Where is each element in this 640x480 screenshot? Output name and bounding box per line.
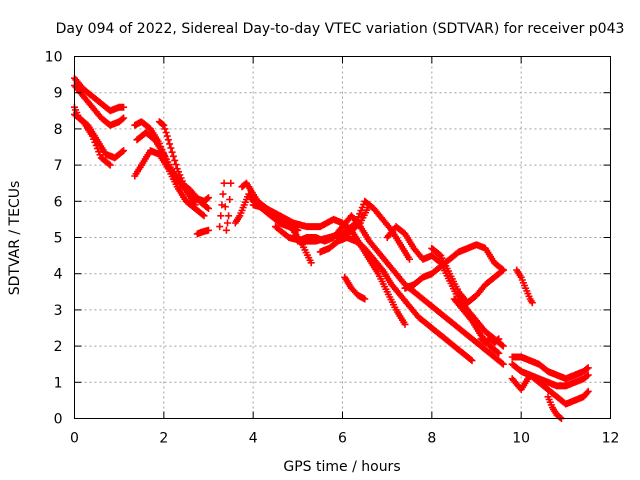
y-tick-label: 9: [54, 86, 63, 102]
series-arc17: [339, 226, 409, 328]
y-tick-label: 2: [54, 339, 63, 355]
y-tick-label: 6: [54, 194, 63, 210]
x-tick-label: 2: [159, 431, 168, 447]
series-markers: [477, 335, 503, 346]
series-arc24: [513, 266, 536, 307]
series-markers: [513, 266, 536, 307]
data-series: [71, 74, 592, 422]
y-tick-label: 3: [54, 303, 63, 319]
series-arc27: [508, 371, 592, 408]
series-arc7: [131, 147, 208, 220]
series-arc10: [216, 179, 235, 234]
y-tick-label: 1: [54, 375, 63, 391]
y-axis-ticks: 0 1 2 3 4 5 6 7 8 9 10: [45, 50, 611, 428]
series-arc12: [231, 190, 302, 234]
y-tick-label: 5: [54, 231, 63, 247]
x-tick-label: 0: [70, 431, 79, 447]
series-markers: [401, 241, 507, 292]
series-markers: [544, 393, 565, 422]
series-arc16: [316, 234, 476, 365]
series-arc21: [428, 244, 507, 307]
series-markers: [193, 226, 212, 238]
series-markers: [341, 273, 369, 303]
series-markers: [231, 190, 302, 234]
series-markers: [508, 353, 592, 383]
y-tick-label: 0: [54, 412, 63, 428]
series-markers: [428, 244, 507, 307]
series-arc9: [193, 226, 212, 238]
x-tick-label: 10: [512, 431, 530, 447]
series-arc25: [508, 353, 592, 383]
x-tick-label: 6: [338, 431, 347, 447]
series-arc23: [477, 335, 503, 346]
series-arc8: [155, 118, 199, 209]
chart-title: Day 094 of 2022, Sidereal Day-to-day VTE…: [56, 21, 625, 37]
series-markers: [508, 371, 592, 408]
x-tick-label: 12: [602, 431, 620, 447]
y-tick-label: 10: [45, 50, 63, 66]
series-markers: [316, 234, 476, 365]
series-arc18: [341, 273, 369, 303]
series-markers: [339, 226, 409, 328]
series-markers: [155, 118, 199, 209]
x-tick-label: 4: [249, 431, 258, 447]
series-arc28: [544, 393, 565, 422]
y-tick-label: 4: [54, 267, 63, 283]
series-markers: [131, 147, 208, 220]
series-markers: [216, 179, 235, 234]
series-arc15: [294, 212, 507, 368]
x-axis-label: GPS time / hours: [283, 459, 400, 475]
x-tick-label: 8: [427, 431, 436, 447]
x-axis-ticks: 0 2 4 6 8 10 12: [70, 56, 620, 447]
y-tick-label: 7: [54, 158, 63, 174]
series-markers: [294, 212, 507, 368]
y-axis-label: SDTVAR / TECUs: [7, 181, 23, 296]
series-arc20: [401, 241, 507, 292]
y-tick-label: 8: [54, 122, 63, 138]
